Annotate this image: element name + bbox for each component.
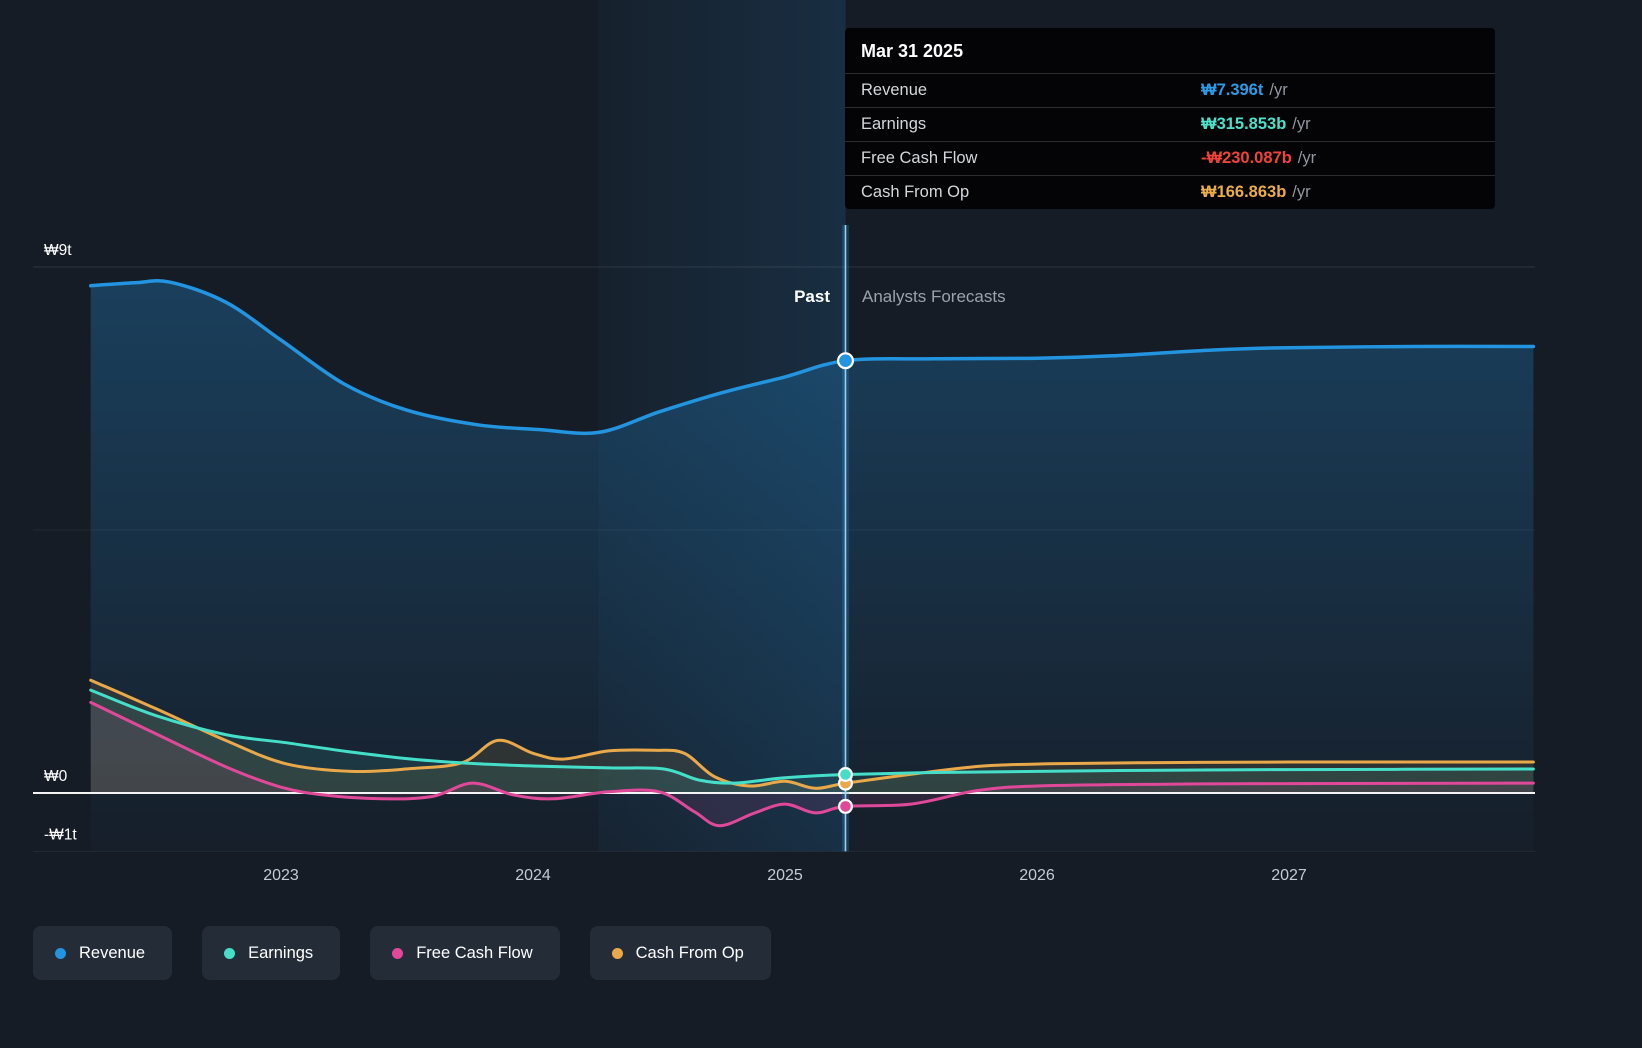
cash-from-op-dot-icon [611,947,623,959]
legend-revenue-button[interactable]: Revenue [33,926,173,980]
analysts-forecasts-label: Analysts Forecasts [862,287,1006,306]
tooltip-row-free-cash-flow: Free Cash Flow -₩230.087b/yr [845,141,1495,175]
legend-revenue-label: Revenue [79,943,146,962]
y-axis-label: ₩9t [44,242,72,259]
tooltip-earnings-label: Earnings [861,115,927,133]
cash-from-op-area [90,680,1534,793]
legend-earnings-label: Earnings [248,943,314,962]
revenue-area [90,280,1534,852]
y-axis-label: -₩1t [44,826,77,843]
revenue-marker[interactable] [836,352,854,370]
earnings-line [89,688,1535,785]
tooltip-earnings-value: ₩315.853b/yr [1201,115,1311,133]
earnings-area [90,690,1534,793]
tooltip-cfo-value: ₩166.863b/yr [1201,183,1311,201]
free-cash-flow-dot-icon [392,947,404,959]
tooltip-revenue-label: Revenue [861,81,928,99]
tooltip-row-earnings: Earnings ₩315.853b/yr [845,107,1495,141]
chart-legend: Revenue Earnings Free Cash Flow Cash Fro… [33,926,771,980]
x-axis-label: 2025 [767,867,803,884]
x-axis-label: 2027 [1271,867,1307,884]
tooltip-fcf-value: -₩230.087b/yr [1201,149,1317,167]
tooltip-cfo-label: Cash From Op [861,183,970,201]
legend-cash-from-op-button[interactable]: Cash From Op [589,926,771,980]
earnings-marker[interactable] [837,766,853,782]
x-axis-label: 2026 [1019,867,1055,884]
tooltip-revenue-value: ₩7.396t/yr [1201,81,1288,99]
x-axis-label: 2024 [515,867,551,884]
legend-earnings-button[interactable]: Earnings [202,926,341,980]
earnings-dot-icon [224,947,236,959]
tooltip-row-revenue: Revenue ₩7.396t/yr [845,73,1495,107]
y-axis-label: ₩0 [44,768,68,785]
tooltip-date: Mar 31 2025 [861,41,964,61]
past-label: Past [794,287,830,306]
legend-free-cash-flow-label: Free Cash Flow [416,943,533,962]
revenue-dot-icon [55,947,66,959]
cash-from-op-line [89,678,1535,790]
x-axis-label: 2023 [263,867,299,884]
tooltip-fcf-label: Free Cash Flow [861,149,978,167]
free-cash-flow-line [89,700,1535,828]
free-cash-flow-area [90,702,1534,826]
chart-tooltip: Mar 31 2025 Revenue ₩7.396t/yr Earnings … [845,28,1495,209]
legend-free-cash-flow-button[interactable]: Free Cash Flow [370,926,560,980]
tooltip-row-cash-from-op: Cash From Op ₩166.863b/yr [845,175,1495,209]
free-cash-flow-marker[interactable] [837,798,853,814]
legend-cash-from-op-label: Cash From Op [635,943,744,962]
revenue-line [88,279,1536,436]
